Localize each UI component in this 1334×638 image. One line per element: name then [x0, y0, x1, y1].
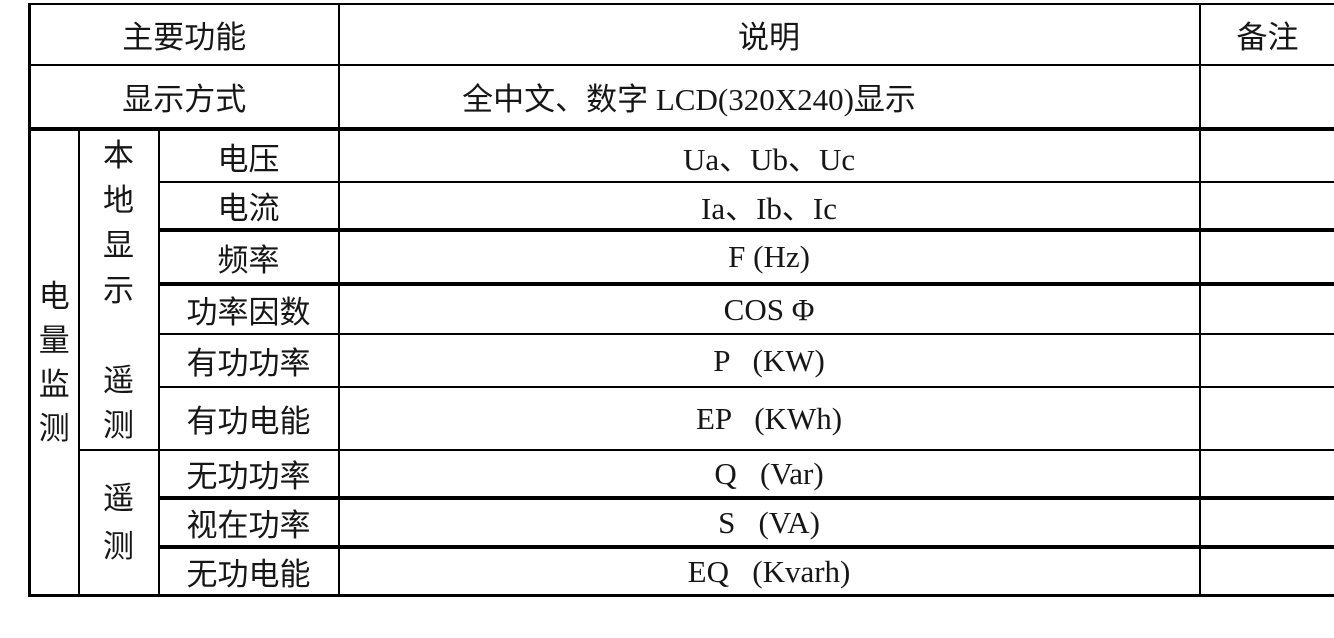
row-voltage-label: 电压 [158, 129, 340, 183]
subgroup-label-line: 遥测 [103, 480, 134, 564]
row-frequency-label: 频率 [158, 230, 340, 286]
row-frequency-remark-cell [1199, 230, 1334, 286]
display-mode-value: 全中文、数字 LCD(320X240)显示 [338, 65, 1201, 131]
row-active-power-remark-cell [1199, 334, 1334, 388]
row-apparent-power-label: 视在功率 [158, 498, 340, 549]
row-current-remark-cell [1199, 182, 1334, 232]
category-label: 电量监测 [38, 278, 70, 446]
subgroup-cell-local-display-telemetry: 本地显示 遥测 [78, 129, 160, 451]
row-active-energy-label: 有功电能 [158, 387, 340, 451]
row-current-value: Ia、Ib、Ic [338, 182, 1201, 232]
display-mode-remark-cell [1199, 65, 1334, 131]
subgroup-label-line: 遥测 [103, 362, 134, 443]
row-active-energy-value: EP (KWh) [338, 387, 1201, 451]
category-cell-power-monitoring: 电量监测 [29, 129, 80, 596]
spec-table: 主要功能 说明 备注 显示方式 全中文、数字 LCD(320X240)显示 电量… [28, 3, 1334, 597]
row-reactive-power-remark-cell [1199, 450, 1334, 500]
row-active-energy-remark-cell [1199, 387, 1334, 451]
header-main-function: 主要功能 [29, 4, 340, 66]
row-reactive-power-value: Q (Var) [338, 450, 1201, 500]
row-voltage-remark-cell [1199, 129, 1334, 183]
subgroup-cell-telemetry: 遥测 [78, 450, 160, 596]
row-apparent-power-remark-cell [1199, 498, 1334, 549]
row-apparent-power-value: S (VA) [338, 498, 1201, 549]
display-mode-label: 显示方式 [29, 65, 340, 131]
row-current-label: 电流 [158, 182, 340, 232]
row-voltage-value: Ua、Ub、Uc [338, 129, 1201, 183]
row-power-factor-value: COS Φ [338, 284, 1201, 335]
row-frequency-value: F (Hz) [338, 230, 1201, 286]
header-remark: 备注 [1199, 4, 1334, 66]
row-power-factor-label: 功率因数 [158, 284, 340, 335]
row-reactive-power-label: 无功功率 [158, 450, 340, 500]
row-active-power-value: P (KW) [338, 334, 1201, 388]
row-reactive-energy-label: 无功电能 [158, 547, 340, 597]
row-active-power-label: 有功功率 [158, 334, 340, 388]
subgroup-label-line: 本地显示 [103, 137, 134, 308]
row-power-factor-remark-cell [1199, 284, 1334, 335]
header-description: 说明 [338, 4, 1201, 66]
row-reactive-energy-remark-cell [1199, 547, 1334, 597]
row-reactive-energy-value: EQ (Kvarh) [338, 547, 1201, 597]
